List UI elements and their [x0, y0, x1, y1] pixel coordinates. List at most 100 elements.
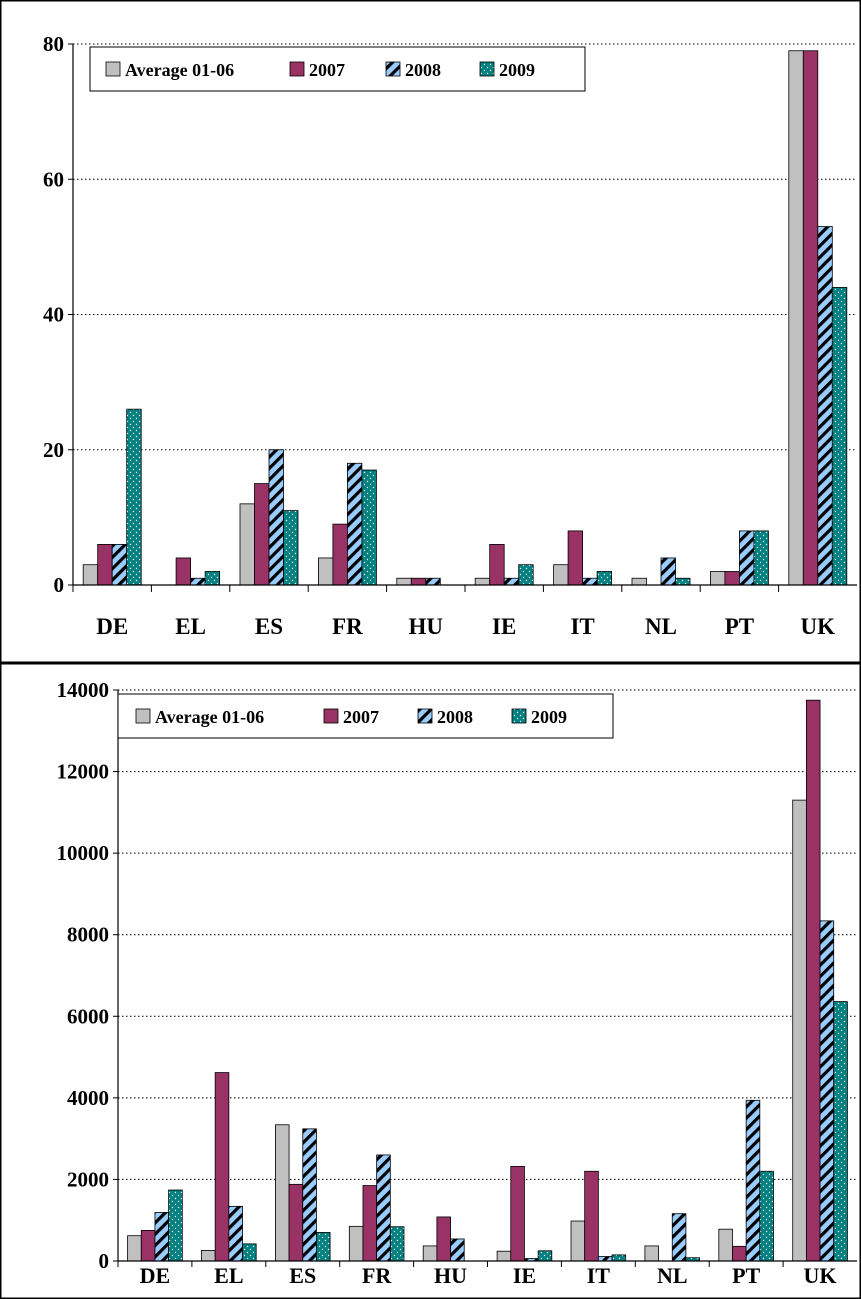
bar-de-0 — [127, 1235, 142, 1262]
y-tick-label: 8000 — [67, 923, 109, 947]
legend-label-2: 2008 — [437, 707, 473, 727]
top-chart-panel: 0 20 40 60 80 DE EL ES FR HU IE IT NL PT UK Average 01-… — [0, 0, 861, 663]
category-label-es: ES — [289, 1263, 316, 1288]
bar-it-1 — [567, 530, 584, 586]
bar-de-0 — [82, 564, 99, 586]
legend: Average 01-06 2007 2008 2009 — [89, 46, 586, 92]
bar-es-1 — [288, 1183, 304, 1262]
category-label-ie: IE — [513, 1263, 536, 1288]
category-label-it: IT — [570, 614, 594, 639]
bar-it-0 — [553, 564, 569, 586]
bar-it-3 — [611, 1254, 627, 1262]
bar-el-3 — [242, 1243, 257, 1262]
bar-ie-0 — [496, 1250, 512, 1262]
category-label-fr: FR — [362, 1263, 392, 1288]
category-label-el: EL — [175, 614, 206, 639]
y-tick-label: 80 — [43, 32, 64, 56]
category-label-el: EL — [214, 1263, 243, 1288]
category-label-nl: NL — [657, 1263, 688, 1288]
bar-de-1 — [140, 1230, 156, 1262]
y-tick-label: 4000 — [67, 1086, 109, 1110]
bar-nl-0 — [631, 577, 647, 586]
legend-label-1: 2007 — [309, 60, 345, 80]
bar-de-3 — [168, 1189, 183, 1262]
bar-hu-2 — [425, 577, 441, 586]
y-tick-label: 14000 — [57, 678, 110, 702]
bar-pt-0 — [718, 1228, 733, 1262]
bar-nl-2 — [671, 1213, 687, 1262]
legend-swatch-0 — [135, 708, 151, 724]
bottom-chart-panel: 0 2000 4000 6000 8000 10000 12000 14000 DE EL ES FR… — [0, 663, 861, 1299]
bar-es-2 — [268, 449, 284, 586]
category-label-hu: HU — [434, 1263, 467, 1288]
bar-uk-3 — [831, 287, 848, 586]
bar-pt-3 — [753, 530, 769, 586]
legend-swatch-2 — [417, 708, 433, 724]
legend-label-3: 2009 — [499, 60, 535, 80]
y-tick-label: 2000 — [67, 1167, 109, 1191]
legend-label-2: 2008 — [405, 60, 441, 80]
category-label-hu: HU — [409, 614, 444, 639]
bar-fr-3 — [361, 469, 377, 586]
chart-frame — [0, 0, 861, 663]
bar-uk-1 — [805, 699, 821, 1262]
bottom-bar-chart: 0 2000 4000 6000 8000 10000 12000 14000 DE EL ES FR… — [0, 663, 861, 1299]
bar-uk-2 — [817, 226, 833, 586]
y-tick-label: 10000 — [57, 841, 110, 865]
bar-uk-3 — [833, 1001, 848, 1262]
bar-ie-1 — [489, 544, 505, 586]
bar-ie-3 — [537, 1250, 553, 1262]
y-tick-label: 60 — [43, 167, 64, 191]
bar-nl-2 — [660, 557, 676, 586]
category-label-nl: NL — [645, 614, 677, 639]
legend-swatch-1 — [289, 61, 305, 77]
bar-pt-3 — [759, 1170, 774, 1262]
bar-pt-2 — [739, 530, 755, 586]
bar-el-0 — [201, 1249, 216, 1262]
legend-box — [89, 46, 586, 92]
bar-fr-1 — [332, 523, 348, 586]
bar-uk-1 — [802, 50, 819, 586]
category-label-it: IT — [587, 1263, 611, 1288]
bar-es-3 — [316, 1232, 331, 1262]
bar-hu-2 — [450, 1238, 465, 1262]
legend-swatch-3 — [479, 61, 495, 77]
category-label-uk: UK — [804, 1263, 837, 1288]
legend-label-0: Average 01-06 — [125, 60, 234, 80]
legend-label-0: Average 01-06 — [155, 707, 264, 727]
legend-box — [117, 693, 614, 739]
legend-swatch-2 — [385, 61, 401, 77]
legend-label-3: 2009 — [531, 707, 567, 727]
bar-es-3 — [283, 510, 299, 586]
top-bar-chart: 0 20 40 60 80 DE EL ES FR HU IE IT NL PT UK Average 01-… — [0, 0, 861, 663]
bar-hu-1 — [436, 1216, 451, 1262]
bar-fr-2 — [346, 462, 363, 586]
bar-pt-1 — [724, 571, 740, 586]
bar-it-0 — [570, 1220, 586, 1262]
bar-fr-0 — [317, 557, 334, 586]
y-tick-label: 0 — [54, 573, 65, 597]
bar-pt-0 — [709, 571, 726, 586]
bar-de-2 — [111, 544, 128, 586]
bar-pt-1 — [732, 1245, 747, 1262]
bar-de-2 — [154, 1212, 170, 1262]
chart-frame — [0, 663, 861, 1299]
y-tick-label: 12000 — [57, 760, 110, 784]
bar-hu-0 — [396, 577, 412, 586]
category-label-ie: IE — [492, 614, 516, 639]
bar-de-3 — [126, 408, 142, 586]
bar-de-1 — [97, 544, 113, 586]
legend-swatch-0 — [105, 61, 121, 77]
category-label-uk: UK — [801, 614, 836, 639]
bar-ie-3 — [518, 564, 534, 586]
bar-it-2 — [597, 1256, 613, 1262]
bar-uk-0 — [792, 799, 807, 1262]
category-label-de: DE — [96, 614, 128, 639]
bar-el-2 — [228, 1205, 243, 1262]
bar-fr-2 — [376, 1154, 391, 1262]
y-tick-label: 6000 — [67, 1004, 109, 1028]
category-label-pt: PT — [732, 1263, 760, 1288]
legend-label-1: 2007 — [343, 707, 379, 727]
legend-swatch-3 — [511, 708, 527, 724]
bar-hu-1 — [410, 577, 427, 586]
